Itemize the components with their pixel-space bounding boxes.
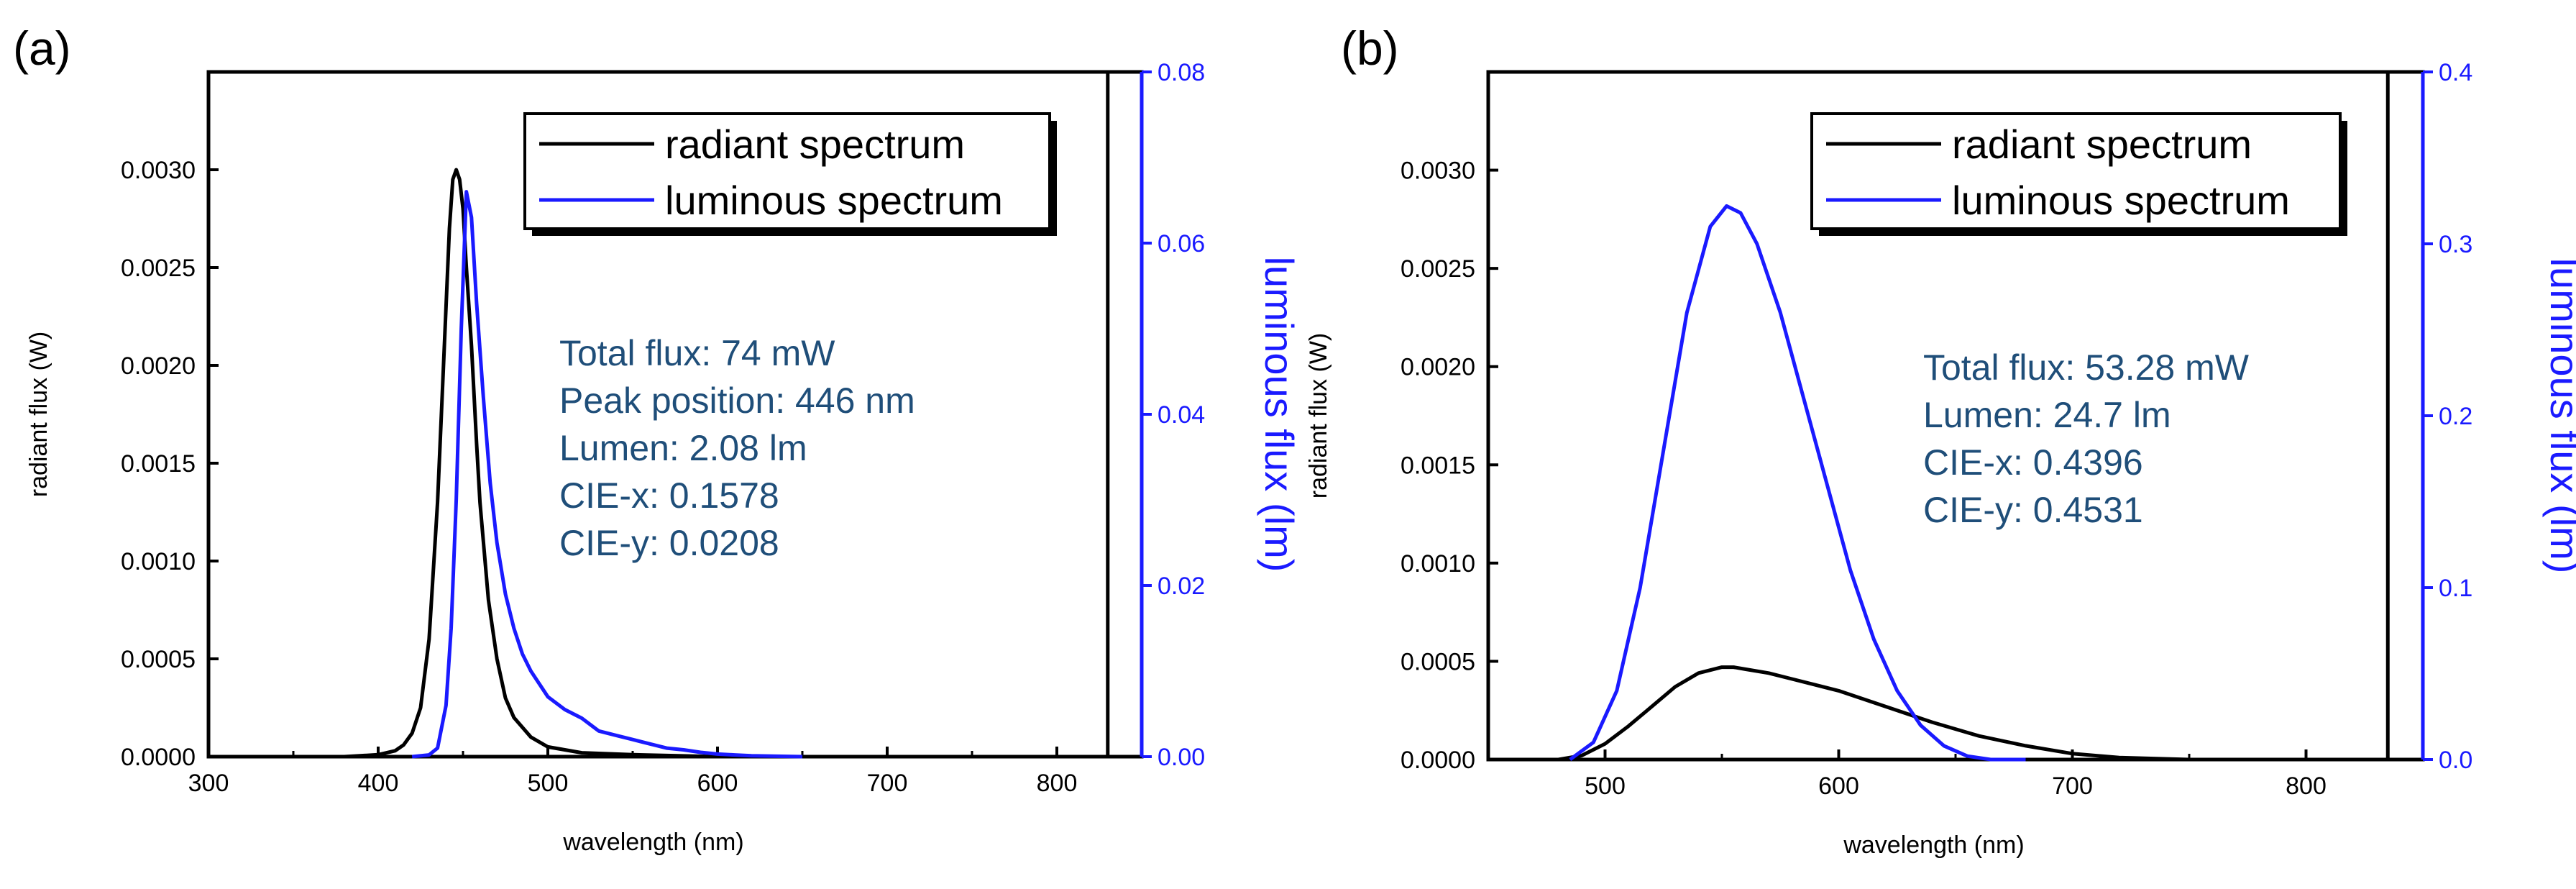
y2-tick-label: 0.08 <box>1158 59 1205 86</box>
y-tick-label: 0.0020 <box>1401 354 1475 381</box>
y2-tick-label: 0.00 <box>1158 744 1205 771</box>
legend-a: radiant spectrum luminous spectrum <box>523 112 1057 236</box>
y-tick-label: 0.0030 <box>1401 158 1475 185</box>
x-axis-ticks-b: 500 600 700 800 <box>1585 749 2327 800</box>
x-tick-label: 700 <box>2052 772 2093 800</box>
y-tick-label: 0.0015 <box>121 450 196 478</box>
y2-tick-label: 0.06 <box>1158 230 1205 257</box>
panel-b: (b) 500 600 700 800 0.0000 0.0005 0.0010 0.001… <box>1305 22 2576 859</box>
legend-entry-radiant-a: radiant spectrum <box>665 122 965 167</box>
y-tick-label: 0.0005 <box>1401 648 1475 675</box>
y-tick-label: 0.0030 <box>121 157 196 184</box>
legend-entry-radiant-b: radiant spectrum <box>1952 122 2252 167</box>
legend-entry-luminous-b: luminous spectrum <box>1952 178 2290 223</box>
x-tick-label: 400 <box>358 770 399 797</box>
y-tick-label: 0.0000 <box>1401 747 1475 774</box>
y2-tick-label: 0.4 <box>2439 59 2472 86</box>
y-tick-label: 0.0025 <box>121 255 196 282</box>
y2-axis-ticks-b: 0.0 0.1 0.2 0.3 0.4 <box>2423 59 2472 774</box>
y-axis-label-b: radiant flux (W) <box>1305 333 1332 499</box>
annotation-lumen-a: Lumen: 2.08 lm <box>559 428 807 468</box>
y-tick-label: 0.0010 <box>1401 550 1475 578</box>
y2-axis-ticks-a: 0.00 0.02 0.04 0.06 0.08 <box>1142 59 1205 771</box>
x-tick-label: 700 <box>867 770 908 797</box>
y-tick-label: 0.0015 <box>1401 452 1475 479</box>
y-axis-ticks-a: 0.0000 0.0005 0.0010 0.0015 0.0020 0.0025 0.00… <box>121 157 219 771</box>
series-line-luminous <box>411 190 803 759</box>
y-axis-label-a: radiant flux (W) <box>25 332 52 498</box>
x-tick-label: 800 <box>2286 772 2327 800</box>
y-axis-ticks-b: 0.0000 0.0005 0.0010 0.0015 0.0020 0.0025 0.00… <box>1401 158 1498 774</box>
panel-label-b: (b) <box>1341 22 1399 75</box>
y2-tick-label: 0.1 <box>2439 575 2472 602</box>
y2-axis-label-a: luminous flux (lm) <box>1257 257 1302 573</box>
y2-tick-label: 0.02 <box>1158 573 1205 600</box>
annotation-cie-y-a: CIE-y: 0.0208 <box>559 523 779 563</box>
annotation-block-b: Total flux: 53.28 mW Lumen: 24.7 lm CIE-… <box>1923 347 2250 530</box>
annotation-peak-position-a: Peak position: 446 nm <box>559 380 915 421</box>
y2-tick-label: 0.0 <box>2439 747 2472 774</box>
x-axis-ticks-a: 300 400 500 600 700 800 <box>188 747 1078 797</box>
legend-b: radiant spectrum luminous spectrum <box>1810 112 2347 236</box>
series-line-luminous <box>1569 204 2026 762</box>
y-tick-label: 0.0020 <box>121 352 196 380</box>
y2-tick-label: 0.04 <box>1158 401 1205 429</box>
series-group-b <box>1558 204 2306 762</box>
legend-box-b <box>1810 112 2342 230</box>
y2-axis-label-b: luminous flux (lm) <box>2542 258 2576 574</box>
x-axis-label-b: wavelength (nm) <box>1843 831 2024 859</box>
x-tick-label: 300 <box>188 770 229 797</box>
annotation-block-a: Total flux: 74 mW Peak position: 446 nm … <box>559 333 915 563</box>
y-tick-label: 0.0000 <box>121 744 196 771</box>
legend-box-a <box>523 112 1051 230</box>
annotation-cie-y-b: CIE-y: 0.4531 <box>1923 490 2143 530</box>
x-tick-label: 500 <box>528 770 569 797</box>
y-tick-label: 0.0005 <box>121 646 196 673</box>
x-tick-label: 600 <box>697 770 738 797</box>
panel-a: (a) 300 400 500 600 700 800 0.0000 0.0005 0.001… <box>13 22 1302 856</box>
annotation-total-flux-b: Total flux: 53.28 mW <box>1923 347 2250 388</box>
annotation-cie-x-b: CIE-x: 0.4396 <box>1923 442 2143 483</box>
y2-tick-label: 0.3 <box>2439 231 2472 258</box>
y-tick-label: 0.0025 <box>1401 255 1475 283</box>
panel-label-a: (a) <box>13 22 71 75</box>
series-group-a <box>344 168 1108 759</box>
y-tick-label: 0.0010 <box>121 548 196 575</box>
annotation-cie-x-a: CIE-x: 0.1578 <box>559 475 779 516</box>
annotation-total-flux-a: Total flux: 74 mW <box>559 333 835 373</box>
series-line-radiant <box>344 168 1108 759</box>
x-tick-label: 800 <box>1037 770 1078 797</box>
legend-entry-luminous-a: luminous spectrum <box>665 178 1003 223</box>
x-tick-label: 500 <box>1585 772 1626 800</box>
annotation-lumen-b: Lumen: 24.7 lm <box>1923 395 2171 435</box>
x-tick-label: 600 <box>1818 772 1859 800</box>
series-line-radiant <box>1558 665 2306 762</box>
x-axis-label-a: wavelength (nm) <box>562 829 743 856</box>
y2-tick-label: 0.2 <box>2439 403 2472 430</box>
